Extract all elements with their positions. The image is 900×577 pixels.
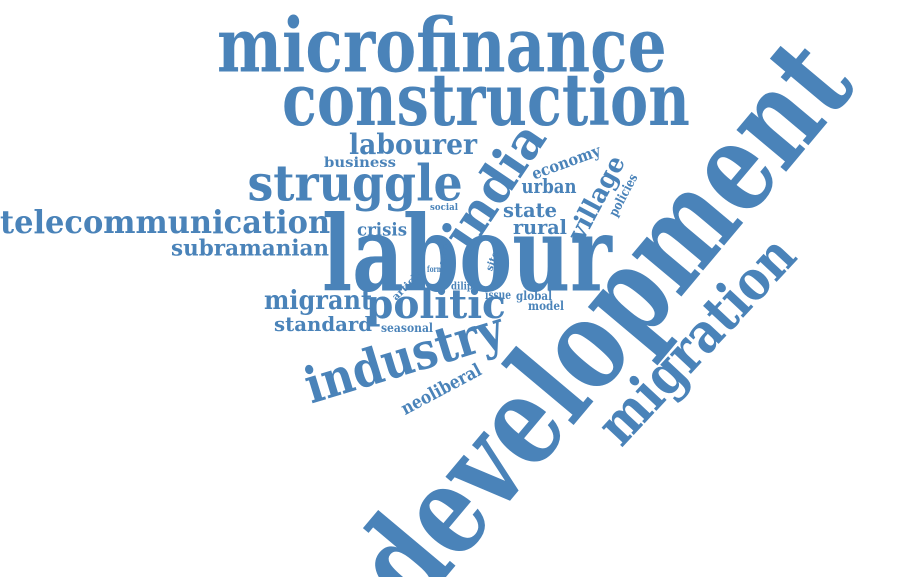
word-state: state xyxy=(503,198,558,222)
word-global: global xyxy=(516,288,553,304)
word-crisis: crisis xyxy=(357,218,408,240)
word-microfinance: microfinance xyxy=(217,0,667,90)
word-standard: standard xyxy=(274,312,373,336)
word-model: model xyxy=(528,298,565,314)
word-subramanian: subramanian xyxy=(171,235,330,261)
word-dilip: dilip xyxy=(451,280,473,292)
word-business: business xyxy=(324,153,396,171)
word-form: form xyxy=(427,264,444,274)
word-migrant: migrant xyxy=(264,284,373,316)
word-rural: rural xyxy=(513,215,567,239)
word-telecommunication: telecommunication xyxy=(0,203,331,241)
word-labour: labour xyxy=(322,192,612,316)
word-social: social xyxy=(430,201,458,213)
word-urban: urban xyxy=(521,174,577,198)
word-construction: construction xyxy=(282,57,690,143)
word-labourer: labourer xyxy=(349,127,478,161)
word-struggle: struggle xyxy=(247,153,463,213)
word-issue: issue xyxy=(485,287,511,303)
word-politic: politic xyxy=(366,280,506,328)
word-seasonal: seasonal xyxy=(381,320,434,336)
